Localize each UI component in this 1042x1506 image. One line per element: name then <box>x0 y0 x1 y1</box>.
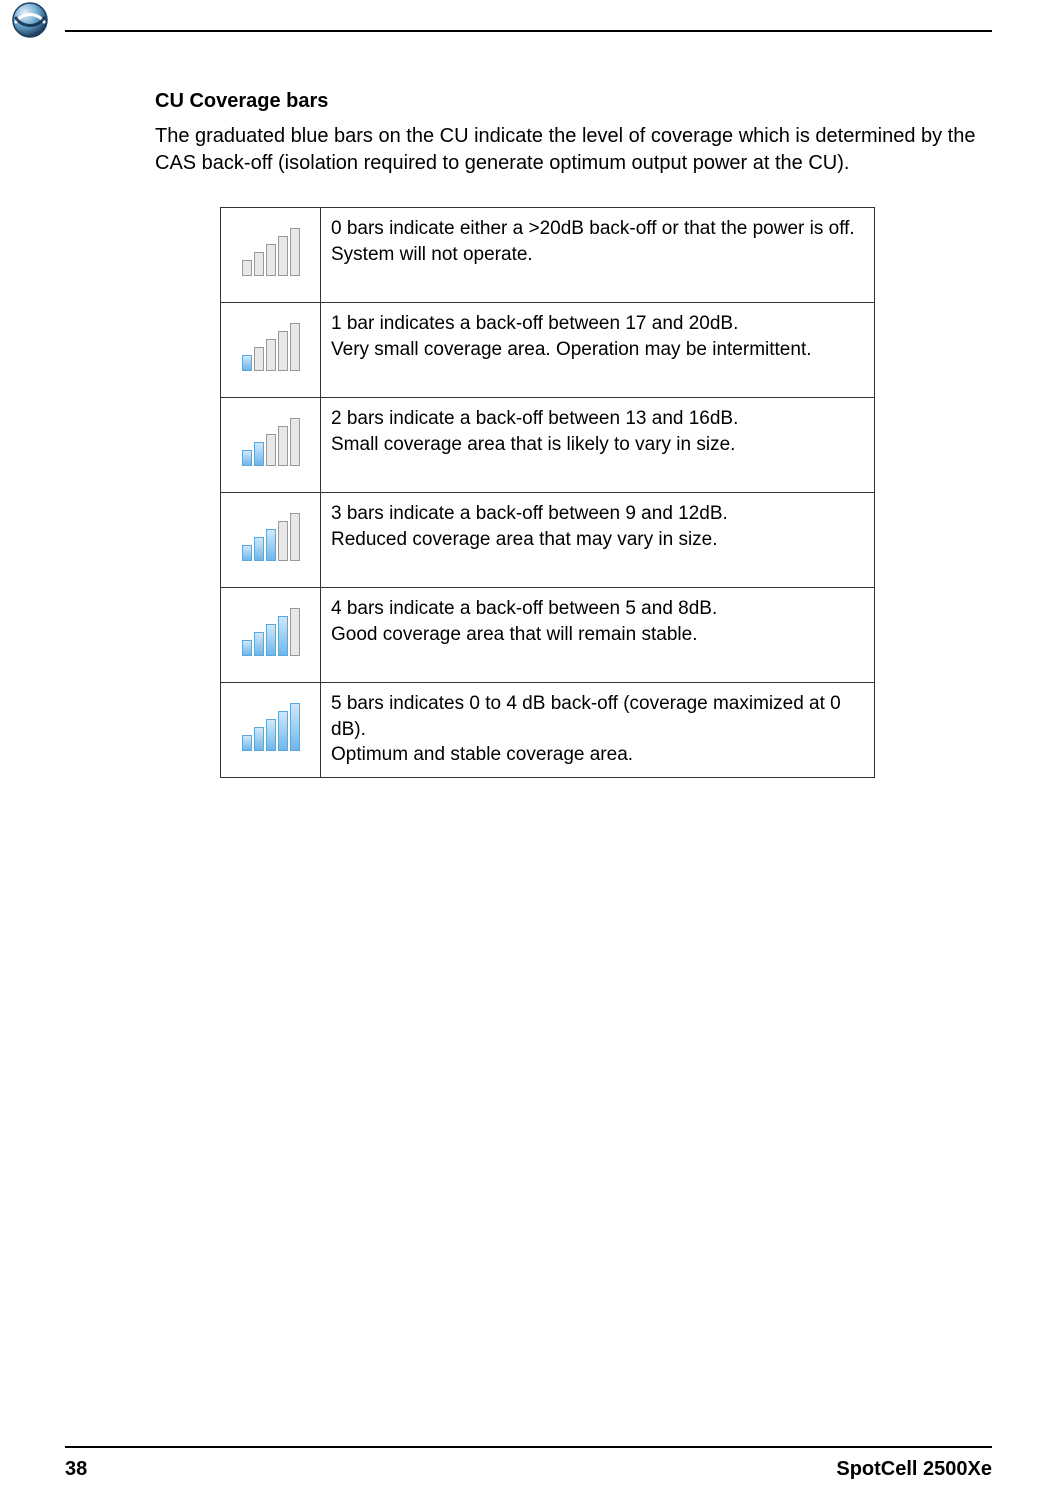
description-line: 1 bar indicates a back-off between 17 an… <box>331 311 864 337</box>
signal-bar <box>242 545 252 561</box>
signal-bar <box>290 418 300 466</box>
signal-bar <box>254 537 264 561</box>
signal-bars-icon <box>242 230 300 276</box>
description-line: System will not operate. <box>331 242 864 268</box>
signal-icon-cell <box>221 683 321 778</box>
signal-bars-icon <box>242 325 300 371</box>
signal-icon-cell <box>221 493 321 588</box>
signal-icon-cell <box>221 208 321 303</box>
description-cell: 3 bars indicate a back-off between 9 and… <box>321 493 875 588</box>
signal-bar <box>242 735 252 751</box>
page-number: 38 <box>65 1458 87 1481</box>
description-line: 4 bars indicate a back-off between 5 and… <box>331 596 864 622</box>
description-cell: 1 bar indicates a back-off between 17 an… <box>321 303 875 398</box>
description-line: Small coverage area that is likely to va… <box>331 432 864 458</box>
description-line: 5 bars indicates 0 to 4 dB back-off (cov… <box>331 691 864 742</box>
signal-bar <box>290 703 300 751</box>
table-row: 3 bars indicate a back-off between 9 and… <box>221 493 875 588</box>
section-heading: CU Coverage bars <box>155 90 992 113</box>
signal-icon-cell <box>221 588 321 683</box>
table-row: 1 bar indicates a back-off between 17 an… <box>221 303 875 398</box>
section-intro-text: The graduated blue bars on the CU indica… <box>155 123 992 177</box>
signal-bar <box>266 719 276 751</box>
description-cell: 5 bars indicates 0 to 4 dB back-off (cov… <box>321 683 875 778</box>
signal-bars-icon <box>242 705 300 751</box>
signal-bar <box>290 513 300 561</box>
signal-bar <box>254 632 264 656</box>
signal-icon-cell <box>221 303 321 398</box>
brand-logo-icon <box>10 0 50 40</box>
signal-icon-cell <box>221 398 321 493</box>
footer-rule <box>65 1446 992 1448</box>
description-line: Very small coverage area. Operation may … <box>331 337 864 363</box>
signal-bar <box>266 529 276 561</box>
table-row: 0 bars indicate either a >20dB back-off … <box>221 208 875 303</box>
content-area: CU Coverage bars The graduated blue bars… <box>155 90 992 778</box>
signal-bars-icon <box>242 420 300 466</box>
table-row: 2 bars indicate a back-off between 13 an… <box>221 398 875 493</box>
table-row: 5 bars indicates 0 to 4 dB back-off (cov… <box>221 683 875 778</box>
signal-bar <box>290 608 300 656</box>
signal-bars-icon <box>242 515 300 561</box>
product-name: SpotCell 2500Xe <box>836 1458 992 1481</box>
description-cell: 4 bars indicate a back-off between 5 and… <box>321 588 875 683</box>
document-page: CU Coverage bars The graduated blue bars… <box>0 0 1042 1506</box>
signal-bar <box>254 347 264 371</box>
signal-bar <box>278 521 288 561</box>
coverage-bars-table: 0 bars indicate either a >20dB back-off … <box>220 207 875 778</box>
signal-bar <box>266 339 276 371</box>
signal-bar <box>278 711 288 751</box>
signal-bar <box>242 355 252 371</box>
signal-bar <box>254 252 264 276</box>
signal-bar <box>278 616 288 656</box>
signal-bar <box>278 426 288 466</box>
description-cell: 0 bars indicate either a >20dB back-off … <box>321 208 875 303</box>
description-line: Reduced coverage area that may vary in s… <box>331 527 864 553</box>
description-line: 2 bars indicate a back-off between 13 an… <box>331 406 864 432</box>
description-line: 3 bars indicate a back-off between 9 and… <box>331 501 864 527</box>
description-line: Optimum and stable coverage area. <box>331 742 864 768</box>
signal-bar <box>242 640 252 656</box>
signal-bar <box>254 727 264 751</box>
signal-bar <box>266 624 276 656</box>
signal-bar <box>278 236 288 276</box>
signal-bar <box>254 442 264 466</box>
signal-bar <box>242 450 252 466</box>
signal-bar <box>290 228 300 276</box>
table-row: 4 bars indicate a back-off between 5 and… <box>221 588 875 683</box>
signal-bar <box>242 260 252 276</box>
description-line: 0 bars indicate either a >20dB back-off … <box>331 216 864 242</box>
signal-bar <box>278 331 288 371</box>
description-line: Good coverage area that will remain stab… <box>331 622 864 648</box>
signal-bar <box>266 434 276 466</box>
signal-bar <box>266 244 276 276</box>
signal-bars-icon <box>242 610 300 656</box>
description-cell: 2 bars indicate a back-off between 13 an… <box>321 398 875 493</box>
header-rule <box>65 30 992 32</box>
signal-bar <box>290 323 300 371</box>
coverage-bars-tbody: 0 bars indicate either a >20dB back-off … <box>221 208 875 778</box>
